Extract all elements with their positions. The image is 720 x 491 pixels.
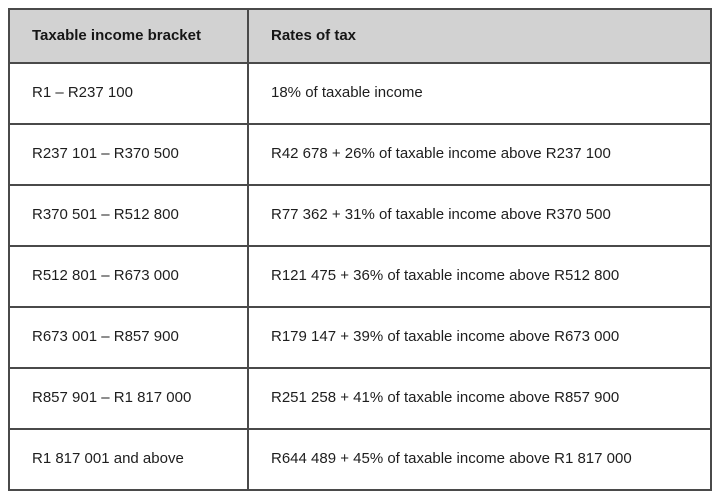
table-body: R1 – R237 100 18% of taxable income R237 1…: [8, 62, 712, 491]
header-taxable-income-bracket: Taxable income bracket: [8, 8, 249, 64]
table-row: R1 817 001 and above R644 489 + 45% of ta…: [8, 428, 712, 491]
table-row: R857 901 – R1 817 000 R251 258 + 41% of t…: [8, 367, 712, 430]
rate-cell: R644 489 + 45% of taxable income above R…: [247, 428, 712, 491]
rate-cell: R77 362 + 31% of taxable income above R3…: [247, 184, 712, 247]
rate-cell: R42 678 + 26% of taxable income above R2…: [247, 123, 712, 186]
table-row: R237 101 – R370 500 R42 678 + 26% of taxa…: [8, 123, 712, 186]
bracket-cell: R1 817 001 and above: [8, 428, 249, 491]
rate-cell: R251 258 + 41% of taxable income above R…: [247, 367, 712, 430]
bracket-cell: R857 901 – R1 817 000: [8, 367, 249, 430]
tax-bracket-table: Taxable income bracket Rates of tax R1 –…: [8, 8, 712, 491]
bracket-cell: R237 101 – R370 500: [8, 123, 249, 186]
table-row: R370 501 – R512 800 R77 362 + 31% of taxa…: [8, 184, 712, 247]
table-row: R673 001 – R857 900 R179 147 + 39% of tax…: [8, 306, 712, 369]
rate-cell: R179 147 + 39% of taxable income above R…: [247, 306, 712, 369]
bracket-cell: R1 – R237 100: [8, 62, 249, 125]
bracket-cell: R673 001 – R857 900: [8, 306, 249, 369]
header-rates-of-tax: Rates of tax: [247, 8, 712, 64]
rate-cell: 18% of taxable income: [247, 62, 712, 125]
table-header-row: Taxable income bracket Rates of tax: [8, 8, 712, 64]
rate-cell: R121 475 + 36% of taxable income above R…: [247, 245, 712, 308]
bracket-cell: R370 501 – R512 800: [8, 184, 249, 247]
tax-table: Taxable income bracket Rates of tax R1 –…: [8, 8, 712, 491]
table-row: R512 801 – R673 000 R121 475 + 36% of tax…: [8, 245, 712, 308]
bracket-cell: R512 801 – R673 000: [8, 245, 249, 308]
table-row: R1 – R237 100 18% of taxable income: [8, 62, 712, 125]
